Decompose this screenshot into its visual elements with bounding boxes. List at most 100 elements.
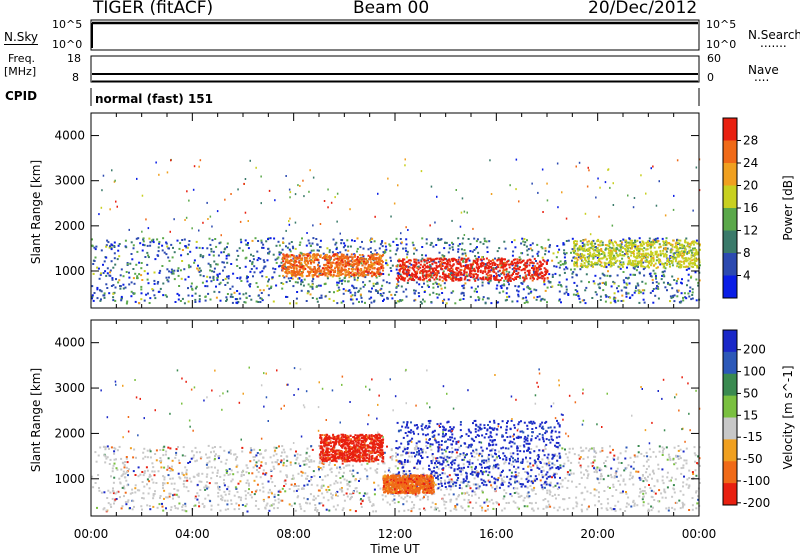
data-cell bbox=[540, 271, 543, 274]
data-cell bbox=[624, 253, 626, 256]
data-cell bbox=[370, 251, 372, 254]
data-cell bbox=[288, 259, 291, 262]
data-cell bbox=[697, 498, 700, 501]
data-cell bbox=[652, 239, 655, 242]
data-cell bbox=[286, 269, 289, 272]
data-cell bbox=[539, 299, 542, 302]
data-cell bbox=[694, 257, 697, 260]
data-cell bbox=[490, 267, 493, 270]
data-cell bbox=[647, 252, 650, 255]
data-cell bbox=[659, 252, 662, 255]
data-cell bbox=[166, 268, 169, 271]
data-cell bbox=[473, 270, 476, 273]
data-cell bbox=[523, 243, 526, 246]
data-cell bbox=[653, 272, 656, 275]
data-cell bbox=[319, 256, 322, 258]
data-cell bbox=[662, 262, 665, 265]
data-cell bbox=[142, 238, 145, 241]
data-cell bbox=[295, 256, 298, 259]
data-cell bbox=[417, 261, 420, 264]
data-cell bbox=[431, 267, 434, 270]
data-cell bbox=[109, 208, 111, 211]
data-cell bbox=[118, 255, 121, 258]
data-cell bbox=[632, 245, 635, 248]
data-cell bbox=[467, 501, 470, 504]
data-cell bbox=[574, 252, 577, 255]
data-cell bbox=[350, 493, 353, 496]
data-cell bbox=[637, 245, 640, 248]
data-cell bbox=[520, 494, 523, 497]
data-cell bbox=[347, 245, 350, 248]
data-cell bbox=[346, 255, 349, 258]
data-cell bbox=[462, 259, 465, 262]
data-cell bbox=[218, 283, 221, 286]
data-cell bbox=[669, 255, 672, 257]
data-cell bbox=[452, 493, 455, 496]
data-cell bbox=[526, 505, 529, 508]
data-cell bbox=[445, 274, 448, 277]
data-cell bbox=[442, 259, 445, 262]
data-cell bbox=[617, 461, 620, 464]
data-cell bbox=[615, 246, 618, 249]
data-cell bbox=[631, 239, 634, 242]
data-cell bbox=[574, 240, 577, 242]
data-cell bbox=[386, 297, 389, 300]
data-cell bbox=[421, 286, 424, 288]
data-cell bbox=[302, 179, 304, 182]
data-cell bbox=[236, 277, 239, 279]
data-cell bbox=[97, 267, 100, 270]
data-cell bbox=[505, 270, 508, 273]
data-cell bbox=[287, 254, 290, 257]
data-cell bbox=[652, 241, 655, 244]
data-cell bbox=[697, 281, 700, 284]
data-cell bbox=[437, 467, 440, 470]
data-cell bbox=[149, 244, 152, 247]
data-cell bbox=[293, 262, 296, 265]
data-cell bbox=[354, 291, 357, 294]
data-cell bbox=[377, 292, 379, 294]
data-cell bbox=[408, 269, 411, 272]
data-cell bbox=[339, 477, 342, 479]
data-cell bbox=[646, 265, 649, 268]
data-cell bbox=[311, 268, 314, 271]
data-cell bbox=[574, 244, 577, 247]
data-cell bbox=[106, 267, 109, 270]
data-cell bbox=[332, 269, 334, 272]
data-cell bbox=[108, 246, 111, 249]
data-cell bbox=[682, 485, 684, 488]
data-cell bbox=[657, 282, 660, 285]
data-cell bbox=[663, 270, 666, 273]
data-cell bbox=[535, 298, 538, 301]
data-cell bbox=[502, 270, 505, 273]
data-cell bbox=[210, 250, 213, 253]
data-cell bbox=[512, 263, 515, 266]
data-cell bbox=[609, 445, 611, 448]
data-cell bbox=[351, 264, 354, 266]
data-cell bbox=[607, 247, 610, 250]
freq-unit-label: [MHz] bbox=[4, 65, 37, 78]
data-cell bbox=[289, 448, 292, 451]
data-cell bbox=[342, 255, 345, 258]
data-cell bbox=[507, 273, 510, 276]
data-cell bbox=[285, 255, 288, 258]
data-cell bbox=[168, 259, 171, 262]
data-cell bbox=[640, 258, 643, 260]
data-cell bbox=[299, 251, 302, 254]
data-cell bbox=[281, 487, 284, 490]
data-cell bbox=[388, 282, 391, 285]
data-cell bbox=[503, 507, 506, 510]
data-cell bbox=[518, 256, 521, 259]
data-cell bbox=[297, 495, 300, 498]
data-cell bbox=[613, 292, 616, 295]
data-cell bbox=[408, 460, 411, 463]
data-cell bbox=[540, 298, 543, 301]
data-cell bbox=[692, 247, 694, 250]
data-cell bbox=[425, 270, 428, 273]
data-cell bbox=[514, 267, 517, 270]
data-cell bbox=[219, 241, 222, 244]
data-cell bbox=[213, 267, 216, 270]
data-cell bbox=[194, 301, 197, 303]
data-cell bbox=[616, 253, 619, 256]
data-cell bbox=[655, 275, 657, 278]
data-cell bbox=[140, 298, 143, 301]
